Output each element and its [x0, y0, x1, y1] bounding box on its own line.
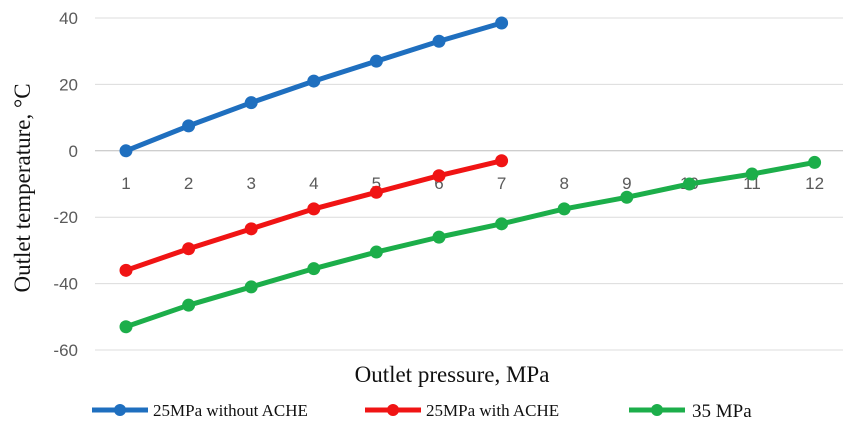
y-tick-label: -40 — [53, 275, 78, 294]
series-group — [119, 16, 822, 334]
x-tick-labels: 123456789101112 — [121, 174, 824, 193]
data-point — [182, 298, 196, 312]
data-point — [369, 185, 383, 199]
data-point — [745, 167, 759, 181]
data-point — [495, 154, 509, 168]
legend-item-0: 25MPa without ACHE — [92, 401, 308, 420]
data-point — [119, 263, 133, 277]
x-tick-label: 12 — [805, 174, 824, 193]
legend-label-1: 25MPa with ACHE — [426, 401, 559, 420]
data-point — [432, 34, 446, 48]
y-tick-label: 0 — [69, 142, 78, 161]
gridlines — [95, 17, 843, 351]
x-tick-label: 5 — [372, 174, 381, 193]
data-point — [369, 245, 383, 259]
x-tick-label: 3 — [246, 174, 255, 193]
data-point — [432, 169, 446, 183]
x-tick-label: 7 — [497, 174, 506, 193]
data-point — [119, 320, 133, 334]
data-point — [495, 16, 509, 30]
data-point — [244, 280, 258, 294]
data-point — [244, 96, 258, 110]
data-point — [432, 230, 446, 244]
legend-item-2: 35 MPa — [629, 401, 752, 422]
legend-label-0: 25MPa without ACHE — [153, 401, 308, 420]
data-point — [119, 144, 133, 158]
x-tick-label: 6 — [434, 174, 443, 193]
data-point — [182, 242, 196, 256]
y-tick-label: -20 — [53, 208, 78, 227]
y-tick-labels: 40 20 0 -20 -40 -60 — [53, 9, 78, 360]
data-point — [244, 222, 258, 236]
data-point — [620, 190, 634, 204]
legend-label-2: 35 MPa — [692, 401, 752, 422]
data-point — [808, 155, 822, 169]
x-tick-label: 9 — [622, 174, 631, 193]
legend-marker-0 — [114, 404, 126, 416]
x-tick-label: 1 — [121, 174, 130, 193]
legend-marker-2 — [651, 404, 663, 416]
data-point — [682, 177, 696, 191]
data-point — [495, 217, 509, 231]
y-tick-label: 40 — [59, 9, 78, 28]
x-axis-title: Outlet pressure, MPa — [355, 362, 550, 387]
y-tick-label: 20 — [59, 75, 78, 94]
data-point — [307, 74, 321, 88]
legend: 25MPa without ACHE 25MPa with ACHE 35 MP… — [92, 401, 752, 422]
data-point — [307, 202, 321, 216]
series-line-2 — [123, 159, 818, 330]
x-tick-label: 2 — [184, 174, 193, 193]
data-point — [557, 202, 571, 216]
y-axis-title: Outlet temperature, °C — [10, 83, 35, 292]
legend-item-1: 25MPa with ACHE — [365, 401, 559, 420]
x-tick-label: 4 — [309, 174, 318, 193]
x-tick-label: 8 — [559, 174, 568, 193]
legend-marker-1 — [387, 404, 399, 416]
y-tick-label: -60 — [53, 341, 78, 360]
data-point — [182, 119, 196, 133]
data-point — [307, 262, 321, 276]
data-point — [369, 54, 383, 68]
